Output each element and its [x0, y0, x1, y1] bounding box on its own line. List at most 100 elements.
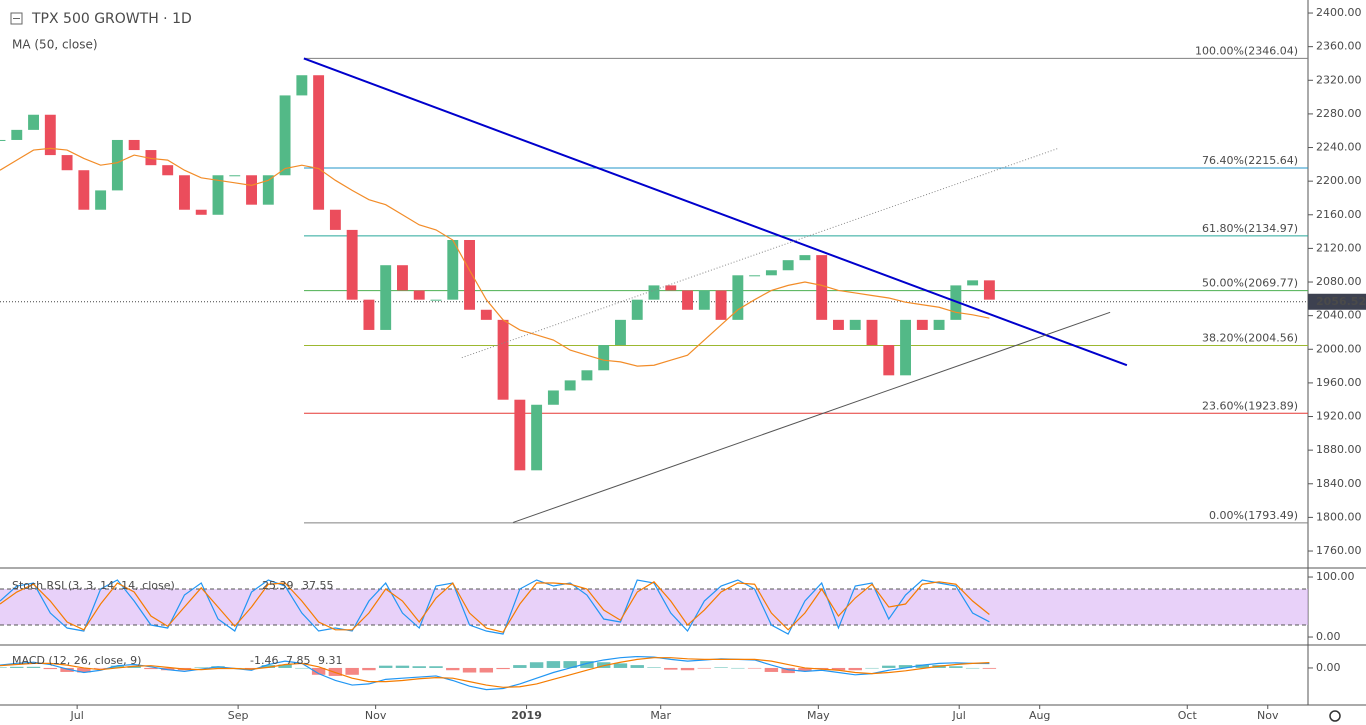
- candle: [916, 319, 928, 330]
- candle: [28, 114, 39, 130]
- x-tick-label: May: [807, 709, 830, 722]
- macd-histogram: [194, 667, 208, 668]
- macd-histogram: [781, 667, 795, 674]
- candle: [0, 139, 6, 141]
- candle: [967, 280, 979, 286]
- candle: [933, 319, 945, 330]
- macd-histogram: [731, 667, 745, 669]
- candle: [598, 345, 610, 371]
- fib-label: 0.00%(1793.49): [1209, 509, 1298, 522]
- trend-line: [512, 311, 1111, 523]
- y-tick-label: 2080.00: [1316, 275, 1362, 288]
- candle: [514, 399, 526, 471]
- fib-label: 23.60%(1923.89): [1202, 399, 1298, 412]
- candle: [329, 209, 341, 230]
- candle: [732, 275, 744, 320]
- candle: [78, 170, 90, 210]
- x-tick-label: Jul: [69, 709, 83, 722]
- macd-histogram: [311, 667, 326, 675]
- candle: [866, 319, 878, 346]
- y-tick-label: 1880.00: [1316, 443, 1362, 456]
- y-tick-label: 2200.00: [1316, 174, 1362, 187]
- candle: [179, 175, 190, 210]
- candle: [44, 114, 56, 156]
- macd-histogram: [77, 667, 91, 673]
- stoch-d: [0, 581, 990, 633]
- candle: [849, 319, 861, 330]
- candle: [447, 239, 459, 300]
- macd-histogram: [647, 667, 661, 668]
- macd-histogram: [714, 667, 728, 668]
- fib-label: 61.80%(2134.97): [1202, 222, 1298, 235]
- macd-histogram: [529, 662, 544, 668]
- y-tick-label: 1840.00: [1316, 477, 1362, 490]
- candle: [195, 209, 207, 215]
- y-tick-label: 0.00: [1316, 630, 1341, 643]
- candle: [246, 175, 257, 205]
- x-tick-label: Nov: [365, 709, 387, 722]
- macd-histogram: [965, 667, 980, 669]
- candle: [162, 165, 174, 176]
- candle: [346, 229, 358, 300]
- macd-histogram: [563, 661, 577, 668]
- candle: [95, 190, 107, 210]
- candle: [564, 380, 576, 391]
- candle: [229, 175, 241, 177]
- candle: [983, 280, 995, 300]
- candle: [581, 370, 593, 381]
- macd-histogram: [680, 667, 695, 671]
- candle: [547, 390, 559, 405]
- x-tick-label: Oct: [1178, 709, 1198, 722]
- trend-line: [303, 57, 1128, 367]
- macd-histogram: [412, 666, 426, 668]
- stoch-k-readout: 25.39: [262, 579, 294, 592]
- collapse-icon[interactable]: [10, 12, 23, 25]
- candle: [61, 155, 73, 171]
- macd-histogram: [513, 665, 527, 668]
- macd-histogram: [43, 667, 58, 670]
- macd-histogram: [630, 665, 644, 668]
- signal-readout: 9.31: [318, 654, 343, 667]
- macd-histogram: [546, 661, 561, 668]
- macd-histogram: [982, 667, 997, 669]
- macd-histogram: [446, 667, 460, 671]
- macd-histogram: [697, 667, 712, 669]
- macd-histogram: [496, 667, 510, 670]
- candle: [212, 175, 224, 215]
- y-tick-label: 1760.00: [1316, 544, 1362, 557]
- macd-histogram: [613, 663, 628, 668]
- candle: [262, 175, 274, 205]
- x-tick-label: Aug: [1029, 709, 1050, 722]
- last-price-box: [1308, 293, 1366, 310]
- macd-histogram: [395, 665, 410, 668]
- y-tick-label: 2400.00: [1316, 6, 1362, 19]
- macd-readout: 7.85: [286, 654, 311, 667]
- signal-line: [0, 657, 990, 688]
- candle: [111, 139, 123, 191]
- macd-histogram: [915, 664, 930, 668]
- settings-icon[interactable]: [1329, 710, 1341, 722]
- candle: [296, 75, 308, 96]
- trend-line: [461, 147, 1059, 359]
- macd-histogram: [747, 667, 762, 669]
- macd-histogram: [278, 664, 292, 668]
- y-tick-label: 2280.00: [1316, 107, 1362, 120]
- candle: [883, 345, 895, 376]
- macd-histogram: [127, 666, 141, 668]
- macd-histogram: [295, 667, 309, 669]
- candle: [950, 285, 962, 320]
- stoch-d-readout: 37.55: [302, 579, 334, 592]
- candle: [631, 299, 643, 320]
- macd-histogram: [93, 667, 108, 669]
- candle: [698, 290, 710, 310]
- macd-histogram: [848, 667, 862, 671]
- y-tick-label: 1800.00: [1316, 510, 1362, 523]
- macd-histogram: [462, 667, 477, 673]
- fib-label: 50.00%(2069.77): [1202, 277, 1298, 290]
- x-tick-label: Mar: [650, 709, 671, 722]
- candle: [380, 265, 392, 330]
- candle: [665, 285, 677, 291]
- stoch-k: [0, 579, 990, 635]
- stoch-title: Stoch RSI (3, 3, 14, 14, close): [12, 579, 175, 592]
